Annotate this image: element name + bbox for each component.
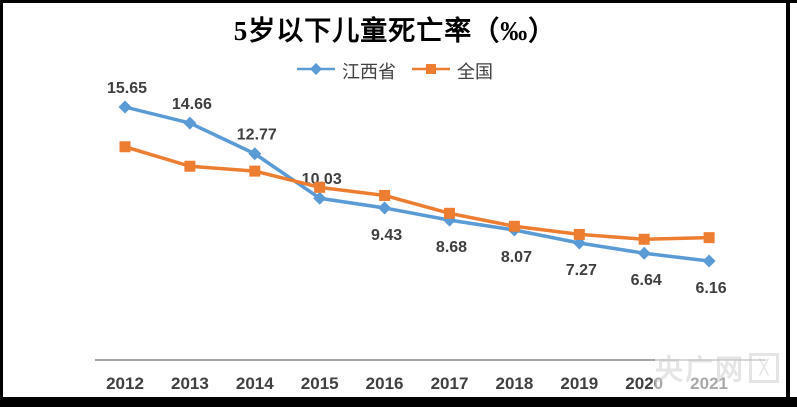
series-line-1 xyxy=(123,145,711,242)
legend-label: 江西省 xyxy=(342,62,396,82)
chart-legend: 江西省 全国 xyxy=(0,58,790,84)
data-point-marker xyxy=(248,147,262,161)
data-point-marker xyxy=(703,232,715,244)
data-point-marker xyxy=(313,191,327,205)
x-axis-label: 2015 xyxy=(301,374,339,393)
x-axis-label: 2019 xyxy=(560,374,598,393)
x-axis-label: 2017 xyxy=(431,374,469,393)
data-point-marker xyxy=(378,201,392,215)
data-label: 14.66 xyxy=(172,96,212,113)
data-point-marker xyxy=(638,233,650,245)
data-point-marker xyxy=(444,207,455,219)
data-label: 15.65 xyxy=(107,80,147,97)
x-axis-label: 2013 xyxy=(171,374,209,393)
legend-marker-square-icon xyxy=(412,61,450,82)
data-point-marker xyxy=(637,246,651,260)
data-point-marker xyxy=(249,165,261,177)
frame-border-top xyxy=(0,0,797,3)
legend-marker-diamond-icon xyxy=(297,61,335,82)
data-label: 7.27 xyxy=(566,262,597,279)
data-label: 9.43 xyxy=(371,227,402,244)
data-point-marker xyxy=(184,160,196,172)
frame-border-right xyxy=(786,0,790,407)
data-point-marker xyxy=(573,228,585,240)
x-axis-label: 2012 xyxy=(106,374,144,393)
data-point-marker xyxy=(379,189,391,201)
data-point-marker xyxy=(118,100,132,114)
data-label: 8.07 xyxy=(501,249,532,266)
data-label: 8.68 xyxy=(436,239,467,256)
data-point-marker xyxy=(508,220,520,232)
watermark-logo-icon: ╳ xyxy=(749,353,779,383)
data-point-marker xyxy=(119,141,131,153)
frame-border-bottom xyxy=(0,397,797,407)
legend-label: 全国 xyxy=(457,62,493,82)
x-axis-label: 2016 xyxy=(366,374,404,393)
data-label: 12.77 xyxy=(237,127,277,144)
x-axis-label: 2014 xyxy=(236,374,274,393)
frame-border-left xyxy=(0,0,3,407)
data-label: 6.16 xyxy=(696,280,727,297)
chart-title: 5岁以下儿童死亡率（‰） xyxy=(233,16,557,46)
data-point-marker xyxy=(183,116,197,130)
watermark-text: 央广网 xyxy=(655,354,746,385)
data-point-marker xyxy=(314,181,326,193)
x-axis-label: 2020 xyxy=(625,374,663,393)
watermark: 央广网 ╳ xyxy=(655,346,783,390)
series-line-0 xyxy=(123,105,711,263)
x-axis-label: 2018 xyxy=(495,374,533,393)
legend-item-jiangxi[interactable]: 江西省 xyxy=(297,58,396,84)
legend-item-national[interactable]: 全国 xyxy=(412,58,493,84)
data-point-marker xyxy=(702,254,716,268)
data-label: 6.64 xyxy=(631,272,662,289)
